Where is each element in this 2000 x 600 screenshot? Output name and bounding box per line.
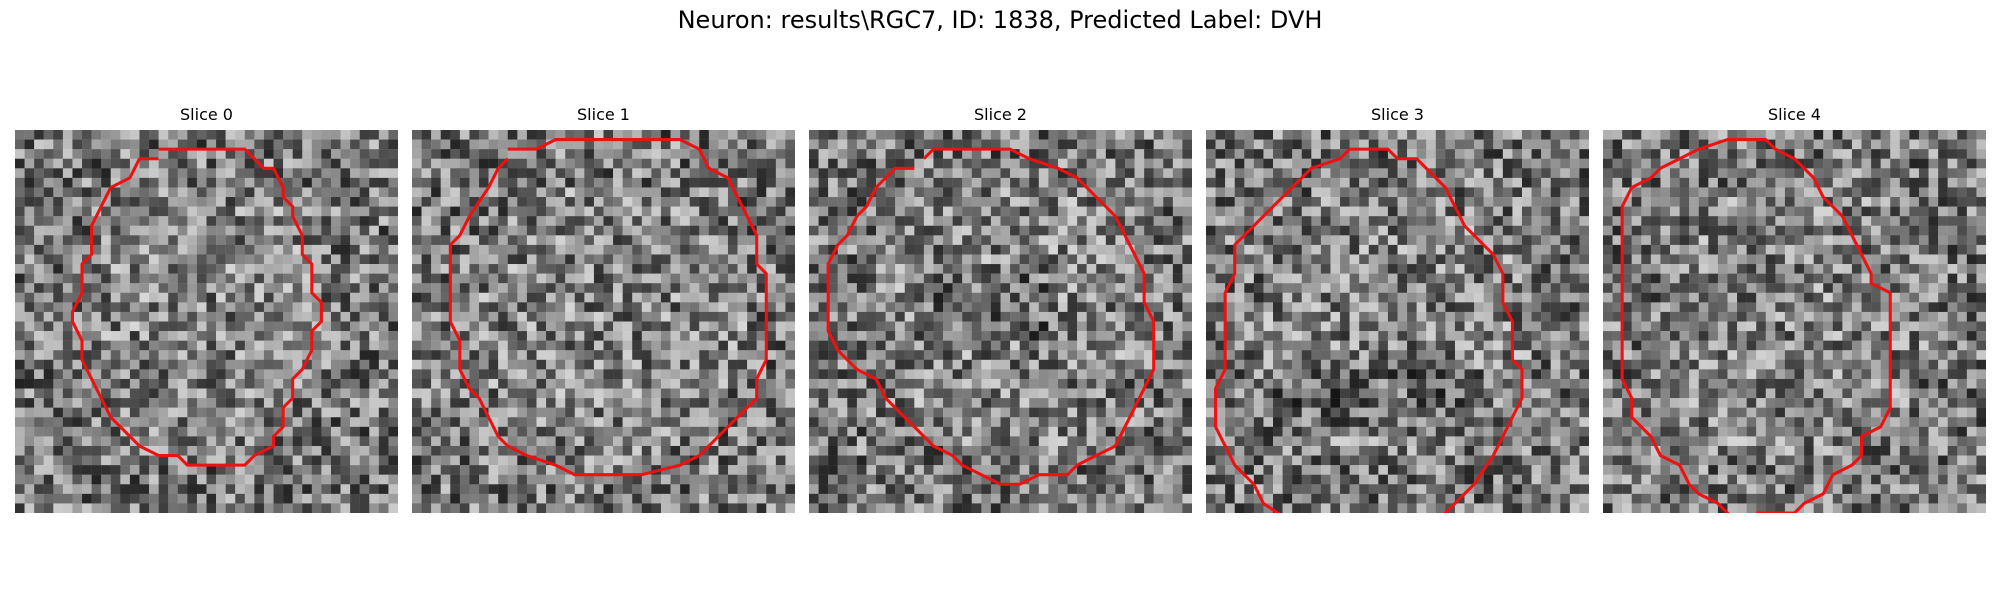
figure-title: Neuron: results\RGC7, ID: 1838, Predicte… (677, 6, 1323, 34)
pixel-grid (15, 130, 398, 513)
slice-image (412, 130, 795, 513)
slice-image (1206, 130, 1589, 513)
neuron-contour (826, 147, 1156, 486)
slice-panel-2: Slice 2 (809, 104, 1192, 513)
slice-panel-1: Slice 1 (412, 104, 795, 513)
pixel-grid (412, 130, 795, 513)
slice-title: Slice 0 (180, 105, 233, 124)
slice-panel-3: Slice 3 (1206, 104, 1589, 513)
slice-panel-0: Slice 0 (15, 104, 398, 513)
slice-panel-4: Slice 4 (1603, 104, 1986, 513)
slice-title: Slice 4 (1768, 105, 1821, 124)
slice-title: Slice 2 (974, 105, 1027, 124)
neuron-contour (448, 138, 768, 477)
slice-title: Slice 1 (577, 105, 630, 124)
slice-image (1603, 130, 1986, 513)
neuron-contour (1214, 147, 1524, 513)
neuron-contour (70, 147, 323, 467)
neuron-contour (1620, 138, 1892, 513)
slice-image (15, 130, 398, 513)
pixel-grid (1206, 130, 1589, 513)
pixel-grid (809, 130, 1192, 513)
slice-title: Slice 3 (1371, 105, 1424, 124)
slice-image (809, 130, 1192, 513)
